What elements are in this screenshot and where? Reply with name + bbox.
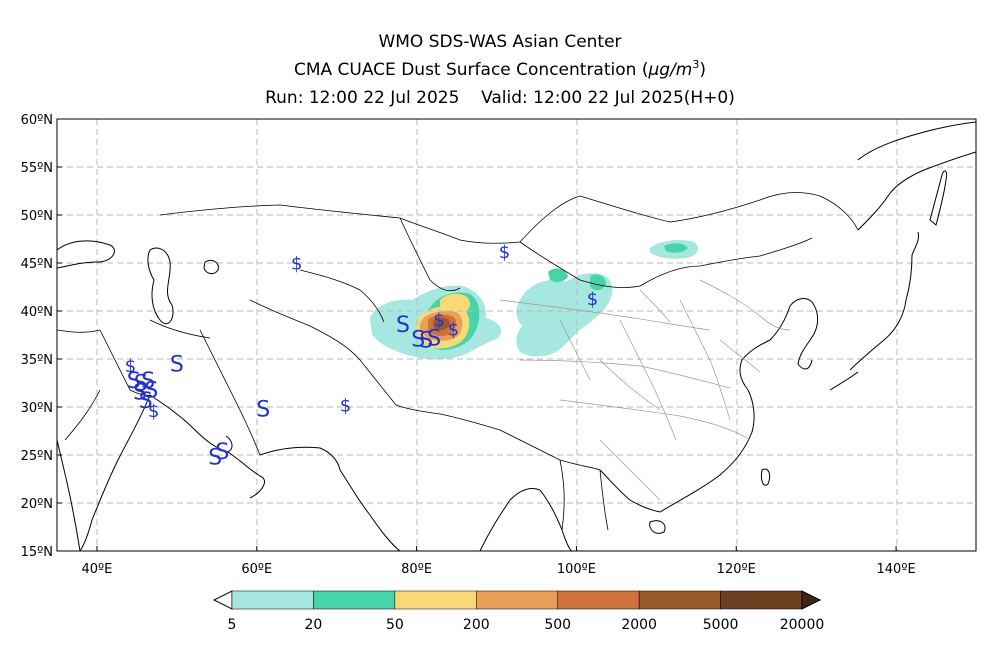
blowing-dust-symbol: $ — [587, 289, 598, 310]
lon-label: 60ºE — [241, 562, 272, 577]
colorbar-label: 2000 — [621, 617, 657, 633]
coastlines — [57, 121, 976, 551]
lat-label: 15ºN — [21, 545, 53, 560]
colorbar-segment — [231, 590, 314, 610]
dust-storm-symbol: S — [144, 378, 158, 403]
blowing-dust-symbol: $ — [125, 356, 136, 377]
colorbar-segment — [638, 590, 721, 610]
blowing-dust-symbol: $ — [499, 242, 510, 263]
longitude-labels: 40ºE 60ºE 80ºE 100ºE 120ºE 140ºE — [82, 546, 916, 577]
colorbar-segment — [720, 590, 803, 610]
colorbar-over-arrow — [801, 590, 822, 610]
lat-label: 30ºN — [21, 401, 53, 416]
lat-label: 40ºN — [21, 305, 53, 320]
blowing-dust-symbol: $ — [340, 395, 351, 416]
subtitle-suffix: ) — [699, 60, 707, 80]
run-valid-line: Run: 12:00 22 Jul 2025 Valid: 12:00 22 J… — [0, 88, 1000, 108]
run-time: Run: 12:00 22 Jul 2025 — [265, 88, 460, 108]
colorbar-under-arrow — [212, 590, 233, 610]
dust-shading — [370, 240, 699, 360]
lat-label: 25ºN — [21, 449, 53, 464]
dust-storm-symbol: S — [133, 380, 147, 405]
unit-text: μg/m — [648, 60, 693, 80]
lon-label: 140ºE — [877, 562, 916, 577]
map-area — [57, 119, 976, 551]
colorbar-label: 5000 — [703, 617, 739, 633]
colorbar-label: 50 — [386, 617, 404, 633]
colorbar-segment — [394, 590, 477, 610]
chart-title: WMO SDS-WAS Asian Center — [378, 32, 622, 52]
grid-lines — [57, 119, 976, 551]
province-borders — [499, 279, 791, 501]
lon-label: 80ºE — [401, 562, 432, 577]
dust-storm-symbol: S — [170, 353, 184, 378]
lon-label: 40ºE — [82, 562, 113, 577]
unit-exponent: 3 — [692, 58, 700, 71]
blowing-dust-symbol: $ — [148, 401, 159, 422]
dust-storm-symbol: S — [396, 313, 410, 338]
colorbar-label: 5 — [228, 617, 237, 633]
colorbar-segment — [313, 590, 396, 610]
colorbar-segment — [476, 590, 558, 610]
dust-storm-symbol: S — [141, 369, 155, 394]
lon-label: 100ºE — [557, 562, 596, 577]
subtitle-text: CMA CUACE Dust Surface Concentration ( — [293, 60, 649, 80]
colorbar-label: 20000 — [780, 617, 825, 633]
map-frame — [56, 118, 977, 552]
colorbar-label: 200 — [463, 617, 490, 633]
colorbar: 5 20 50 200 500 2000 5000 20000 — [212, 590, 825, 633]
colorbar-label: 500 — [544, 617, 571, 633]
dust-storm-symbol: S — [134, 372, 148, 397]
dust-storm-symbol: S — [208, 446, 222, 471]
colorbar-label: 20 — [305, 617, 323, 633]
blowing-dust-symbol: $ — [291, 253, 302, 274]
dust-storm-symbol: S — [127, 369, 141, 394]
colorbar-segment — [557, 590, 640, 610]
valid-time: Valid: 12:00 22 Jul 2025(H+0) — [481, 88, 735, 108]
dust-storm-symbol: S — [256, 398, 270, 423]
lat-label: 20ºN — [21, 497, 53, 512]
dust-storm-symbol: S — [427, 327, 441, 352]
latitude-labels: 60ºN 55ºN 50ºN 45ºN 40ºN 35ºN 30ºN 25ºN 20ºN 15ºN — [21, 113, 62, 560]
dust-storm-symbol: S — [215, 440, 229, 465]
lat-label: 60ºN — [21, 113, 53, 128]
dust-storm-symbol: S — [411, 328, 425, 353]
blowing-dust-symbol: $ — [433, 310, 444, 331]
chart-subtitle: CMA CUACE Dust Surface Concentration (μg… — [0, 58, 1000, 82]
lat-label: 50ºN — [21, 209, 53, 224]
lat-label: 55ºN — [21, 161, 53, 176]
dust-storm-symbol: S — [419, 329, 433, 354]
dust-storm-symbol: S — [139, 389, 153, 414]
lat-label: 35ºN — [21, 353, 53, 368]
country-borders — [57, 192, 859, 531]
blowing-dust-symbol: $ — [448, 320, 459, 341]
lat-label: 45ºN — [21, 257, 53, 272]
lon-label: 120ºE — [717, 562, 756, 577]
